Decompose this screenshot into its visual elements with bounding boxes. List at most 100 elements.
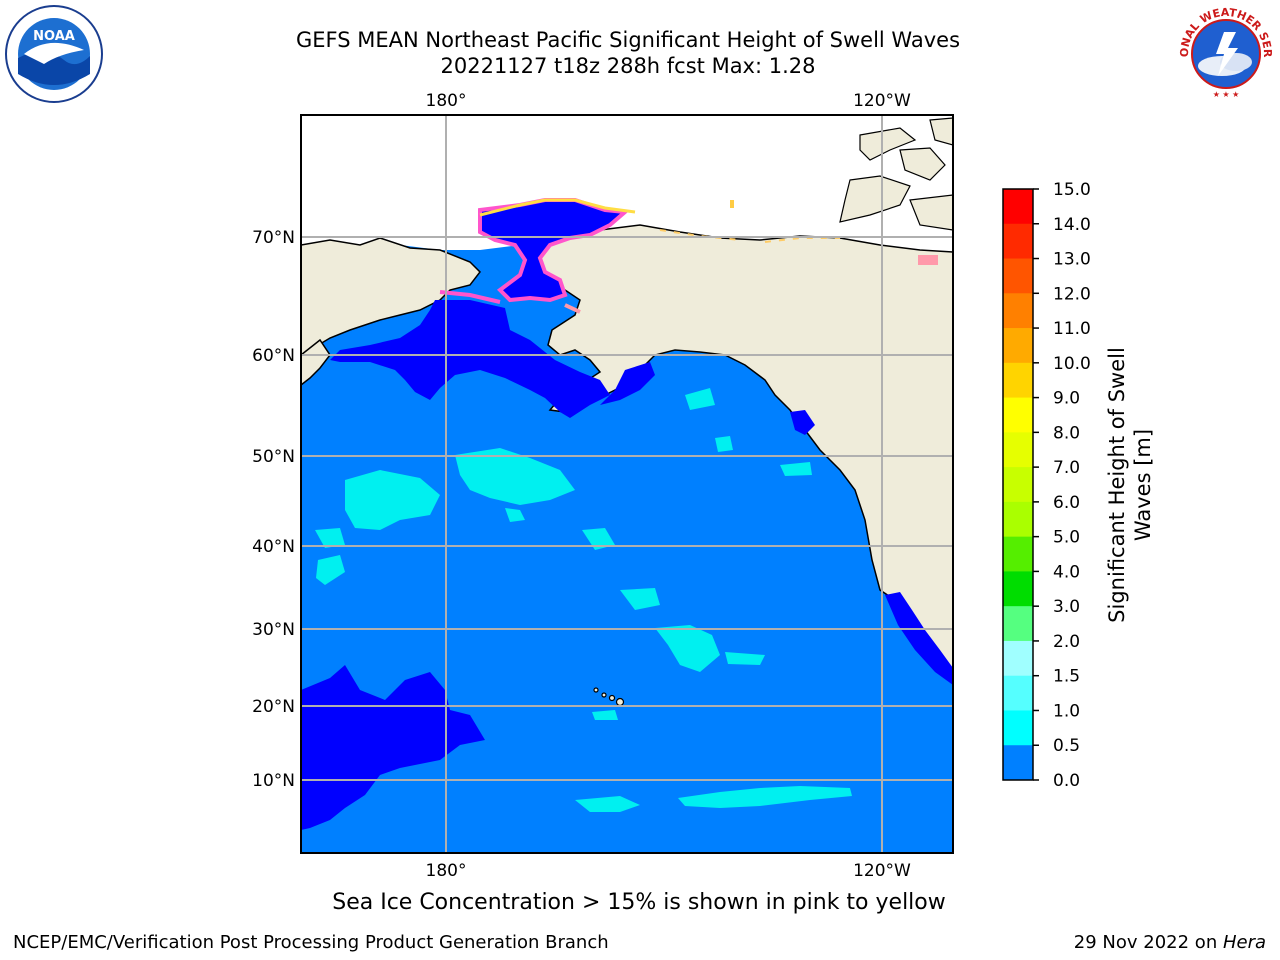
chart-title: GEFS MEAN Northeast Pacific Significant … [295,28,961,52]
arctic-island [929,117,953,146]
lat-label: 10°N [252,771,295,791]
cyan-patch [780,462,812,476]
map-frame [300,114,954,854]
cyan-patch [575,796,640,812]
cyan-patch [655,625,720,672]
cyan-patch [315,528,345,548]
lat-label: 30°N [252,620,295,640]
sea-ice-edge [479,198,636,217]
nws-logo-icon: NATIONAL WEATHER SERVICE ★ ★ ★ [1176,4,1274,102]
colorbar-label-line2: Waves [m] [1131,429,1155,541]
colorbar-band [1003,467,1033,503]
cyan-patch [592,710,618,720]
cyan-patch [678,786,852,808]
cyan-patch [620,588,660,610]
sea-ice-edge [439,290,501,304]
colorbar-label-line1: Significant Height of Swell [1105,347,1129,623]
colorbar-band [1003,640,1033,677]
colorbar-band [1003,397,1033,433]
cyan-patch [345,470,440,530]
colorbar-tick-label: 6.0 [1053,493,1080,513]
low-swell-bering [330,300,610,418]
colorbar-tick-label: 9.0 [1053,389,1080,409]
colorbar-band [1003,501,1033,538]
lat-label: 40°N [252,537,295,557]
moderate-swell-patches [315,388,852,812]
cyan-patch [505,508,525,522]
colorbar-tick-label: 0.0 [1053,771,1080,791]
footer-credit: NCEP/EMC/Verification Post Processing Pr… [13,932,609,953]
colorbar-tick-label: 0.5 [1053,736,1080,756]
low-swell-chukchi [478,198,630,303]
footer-date: 29 Nov 2022 on Hera [1074,932,1266,953]
colorbar-tick-label: 10.0 [1053,354,1091,374]
lat-label: 50°N [252,447,295,467]
lon-label-bottom: 180° [426,861,467,881]
north-america-land [519,224,953,677]
chart-subtitle: 20221127 t18z 288h fcst Max: 1.28 [440,54,816,78]
colorbar-tick-label: 1.5 [1053,667,1080,687]
colorbar-ticks: 15.0 14.0 13.0 12.0 11.0 10.0 9.0 8.0 7.0 6.0 5.0 4… [1033,180,1091,791]
colorbar-tick-label: 3.0 [1053,597,1080,617]
arctic-island [909,194,953,231]
cyan-patch [685,388,715,410]
arctic-no-data [301,115,953,255]
cyan-patch [715,436,733,452]
low-swell-se-alaska [790,410,815,435]
colorbar-tick-label: 12.0 [1053,284,1091,304]
cyan-patch [725,652,765,665]
colorbar-tick-label: 13.0 [1053,250,1091,270]
lon-label-top: 180° [426,91,467,111]
hawaii-islands [593,687,625,707]
footer-date-text: 29 Nov 2022 on [1073,932,1223,953]
graticule [301,115,953,853]
lon-label-top: 120°W [853,91,911,111]
colorbar-tick-label: 7.0 [1053,458,1080,478]
colorbar [1003,189,1033,781]
footer-host: Hera [1222,932,1266,953]
map-panel [301,115,953,853]
colorbar-band [1003,362,1033,399]
noaa-logo-text: NOAA [33,29,75,44]
colorbar-band [1003,432,1033,468]
colorbar-band [1003,293,1033,329]
colorbar-band [1003,223,1033,260]
cyan-patch [316,555,345,585]
colorbar-band [1003,710,1033,746]
colorbar-tick-label: 4.0 [1053,562,1080,582]
noaa-logo-icon: NOAA [5,5,103,103]
colorbar-tick-label: 8.0 [1053,423,1080,443]
colorbar-band [1003,189,1033,225]
lat-label: 70°N [252,228,295,248]
lat-label: 20°N [252,697,295,717]
colorbar-frame [1002,188,1034,781]
colorbar-tick-label: 5.0 [1053,528,1080,548]
arctic-island [899,147,946,181]
colorbar-tick-label: 11.0 [1053,319,1091,339]
kamchatka-land [301,338,331,386]
cyan-patch [455,448,575,505]
low-swell-california [885,592,953,685]
cyan-patch [582,528,615,550]
lon-label-bottom: 120°W [853,861,911,881]
colorbar-tick-label: 2.0 [1053,632,1080,652]
sea-ice-patch [730,200,734,208]
colorbar-band [1003,675,1033,711]
svg-text:★ ★ ★: ★ ★ ★ [1213,90,1240,99]
colorbar-tick-label: 15.0 [1053,180,1091,200]
colorbar-band [1003,258,1033,294]
colorbar-band [1003,571,1033,607]
colorbar-band [1003,328,1033,364]
low-swell-gulf [600,362,655,405]
lat-label: 60°N [252,346,295,366]
arctic-island [839,175,911,223]
sea-ice-patch [918,255,938,265]
colorbar-band [1003,745,1033,781]
colorbar-band [1003,606,1033,642]
colorbar-tick-label: 14.0 [1053,215,1091,235]
colorbar-tick-label: 1.0 [1053,701,1080,721]
sea-ice-edge [564,303,581,314]
arctic-island [859,127,917,161]
colorbar-band [1003,536,1033,572]
